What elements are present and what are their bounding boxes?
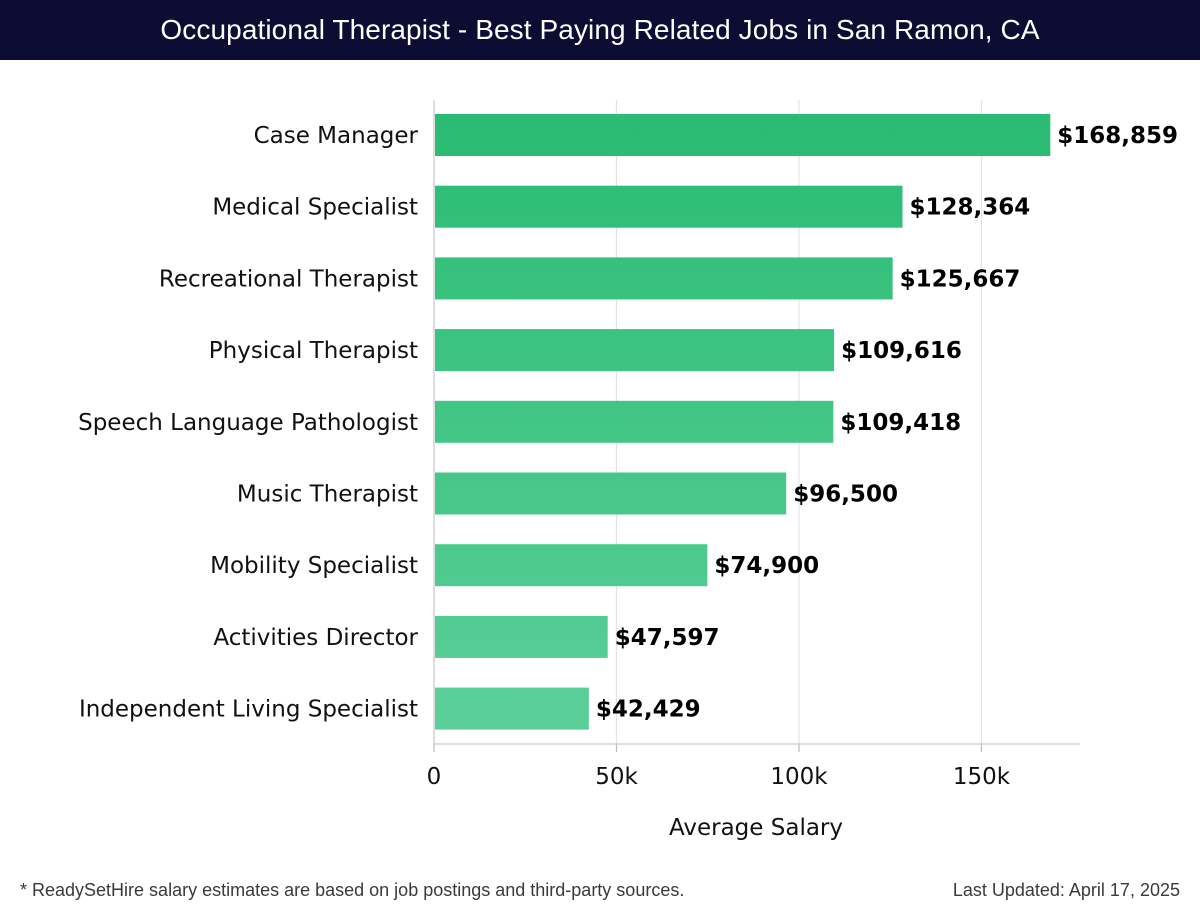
bar	[435, 257, 893, 300]
value-label: $109,418	[840, 410, 961, 436]
x-axis: 0 50k 100k 150k	[427, 100, 1080, 790]
category-label: Physical Therapist	[209, 338, 418, 364]
salary-bar-chart: Case Manager Medical Specialist Recreation…	[78, 100, 1178, 841]
category-label: Recreational Therapist	[159, 266, 418, 292]
x-tick-label: 150k	[953, 764, 1011, 790]
category-label: Mobility Specialist	[210, 553, 418, 579]
x-tick-label: 50k	[595, 764, 638, 790]
value-labels: $168,859 $128,364 $125,667 $109,616 $109,418…	[596, 123, 1178, 723]
chart-title: Occupational Therapist - Best Paying Rel…	[160, 14, 1040, 45]
category-label: Medical Specialist	[212, 195, 418, 221]
bars	[435, 114, 1051, 730]
category-label: Case Manager	[254, 123, 419, 149]
x-tick-label: 100k	[770, 764, 828, 790]
bar	[435, 615, 608, 658]
bar	[435, 400, 834, 443]
bar	[435, 472, 787, 515]
value-label: $96,500	[793, 482, 898, 508]
last-updated: Last Updated: April 17, 2025	[952, 880, 1180, 900]
value-label: $168,859	[1057, 123, 1178, 149]
bar	[435, 544, 708, 587]
category-label: Independent Living Specialist	[79, 697, 418, 723]
value-label: $109,616	[841, 338, 962, 364]
x-tick-label: 0	[427, 764, 442, 790]
value-label: $125,667	[900, 266, 1021, 292]
bar	[435, 687, 589, 730]
bar	[435, 114, 1051, 156]
bar	[435, 185, 903, 228]
x-axis-label: Average Salary	[669, 815, 843, 841]
bar	[435, 329, 835, 372]
chart-title-bar: Occupational Therapist - Best Paying Rel…	[0, 0, 1200, 60]
value-label: $74,900	[714, 553, 819, 579]
footer-note: * ReadySetHire salary estimates are base…	[20, 880, 685, 900]
category-label: Music Therapist	[237, 482, 418, 508]
value-label: $42,429	[596, 697, 701, 723]
category-labels: Case Manager Medical Specialist Recreation…	[78, 123, 418, 723]
value-label: $47,597	[615, 625, 720, 651]
value-label: $128,364	[909, 195, 1030, 221]
category-label: Speech Language Pathologist	[78, 410, 418, 436]
category-label: Activities Director	[213, 625, 418, 651]
